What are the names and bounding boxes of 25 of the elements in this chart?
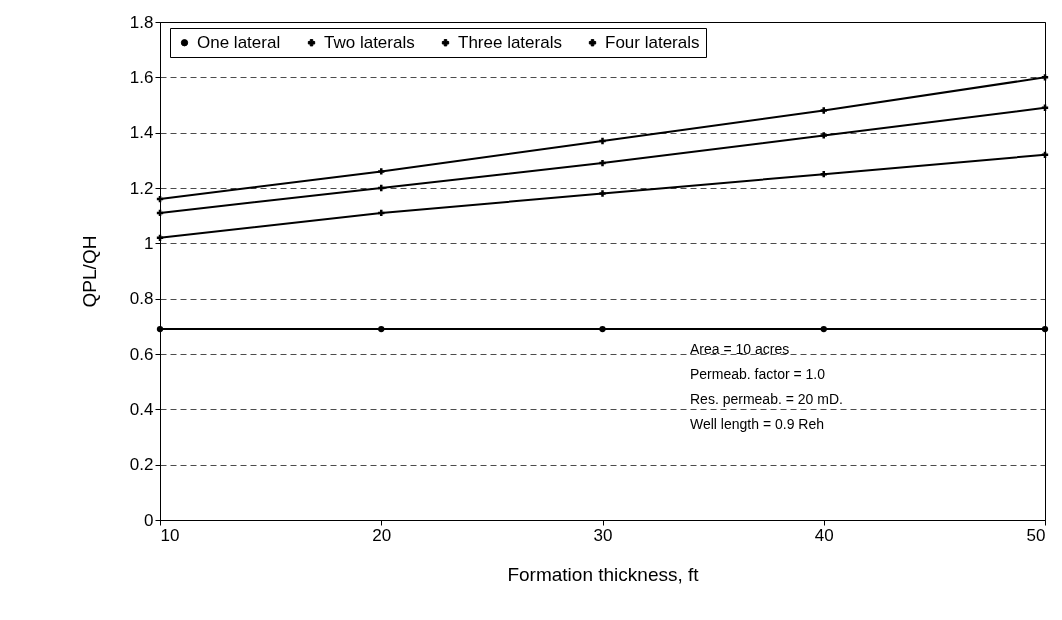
x-tick-label: 20 xyxy=(372,525,392,545)
legend-label: Four laterals xyxy=(605,32,700,52)
y-tick-label: 1.2 xyxy=(129,178,154,198)
y-tick-label: 0.2 xyxy=(129,455,154,475)
y-tick-label: 0.6 xyxy=(129,344,154,364)
x-tick-label: 50 xyxy=(1026,525,1046,545)
y-tick-label: 1 xyxy=(144,233,154,253)
x-tick-label: 30 xyxy=(593,525,613,545)
y-tick-label: 1.8 xyxy=(129,12,154,32)
y-tick-label: 0.8 xyxy=(129,289,154,309)
y-tick-label: 1.6 xyxy=(129,67,154,87)
y-axis-title: QPL/QH xyxy=(78,235,100,308)
y-tick-label: 0.4 xyxy=(129,399,154,419)
annotation: Res. permeab. = 20 mD. xyxy=(690,391,843,407)
legend-label: One lateral xyxy=(197,32,281,52)
x-tick-label: 10 xyxy=(160,525,180,545)
annotation: Well length = 0.9 Reh xyxy=(690,416,824,432)
annotation: Permeab. factor = 1.0 xyxy=(690,366,826,382)
x-tick-label: 40 xyxy=(814,525,834,545)
legend-label: Two laterals xyxy=(324,32,415,52)
annotation: Area = 10 acres xyxy=(690,341,790,357)
y-tick-label: 1.4 xyxy=(129,123,154,143)
legend-label: Three laterals xyxy=(458,32,562,52)
x-axis-title: Formation thickness, ft xyxy=(507,563,700,585)
y-tick-label: 0 xyxy=(144,510,154,530)
